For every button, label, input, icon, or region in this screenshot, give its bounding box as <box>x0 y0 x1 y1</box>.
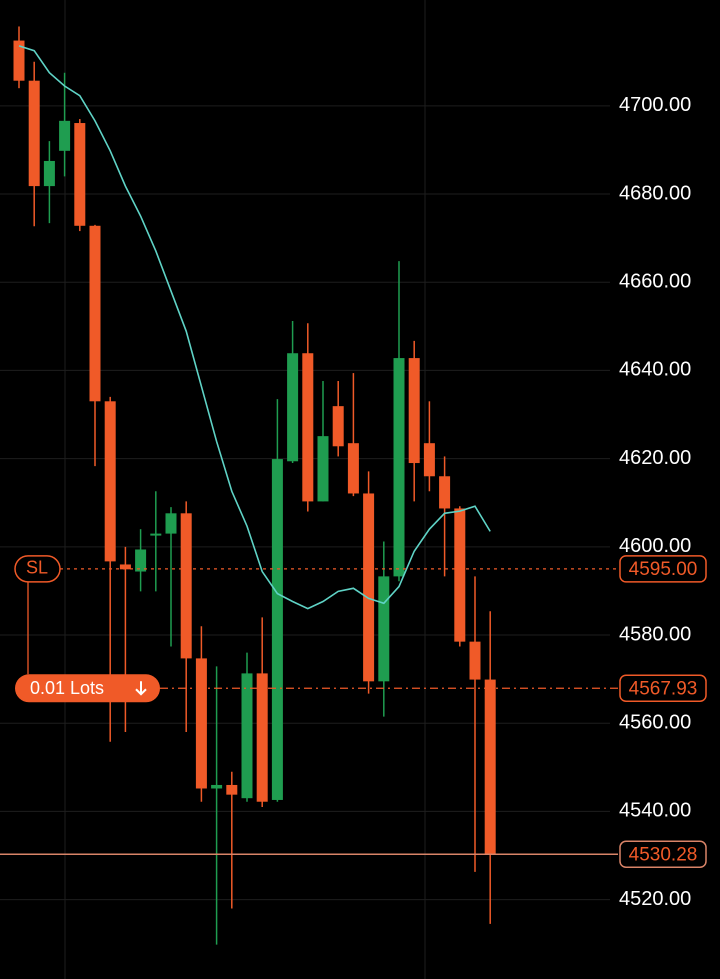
candle-body <box>332 406 344 447</box>
y-tick-label: 4640.00 <box>619 359 691 381</box>
candle-body <box>150 533 162 536</box>
candle-body <box>119 564 131 570</box>
candle-body <box>393 358 405 577</box>
current-price-box <box>619 840 707 869</box>
current-price: 4530.28 <box>629 844 698 865</box>
stop-loss-price-box <box>619 555 707 583</box>
candle-body <box>104 401 116 562</box>
candle-body <box>347 443 359 494</box>
candle-body <box>484 679 496 855</box>
order-price: 4567.93 <box>629 678 698 699</box>
candle-body <box>317 436 329 502</box>
moving-average <box>18 45 491 610</box>
candle-body <box>256 673 268 802</box>
candle-body <box>211 784 223 789</box>
y-tick-label: 4580.00 <box>619 623 691 645</box>
candle-body <box>241 673 253 799</box>
candle-body <box>89 225 101 402</box>
candle-body <box>28 80 40 187</box>
y-tick-label: 4660.00 <box>619 271 691 293</box>
y-tick-label: 4680.00 <box>619 182 691 204</box>
stop-loss-tag-box <box>14 555 61 583</box>
candle-body <box>13 40 25 81</box>
candle-body <box>165 513 177 534</box>
y-tick-label: 4520.00 <box>619 888 691 910</box>
candle-body <box>195 658 207 789</box>
order-button[interactable] <box>15 674 160 703</box>
candle-body <box>363 493 375 682</box>
candle-body <box>43 160 55 187</box>
candle-body <box>287 353 299 462</box>
candle-body <box>408 358 420 464</box>
candle-body <box>439 476 451 509</box>
candle-body <box>74 123 86 226</box>
order-tag: 0.01 Lots <box>30 678 104 698</box>
stop-loss-price: 4595.00 <box>629 559 698 580</box>
candle-body <box>469 641 481 680</box>
y-tick-label: 4560.00 <box>619 712 691 734</box>
down-arrow-icon <box>135 681 147 696</box>
candle-body <box>378 576 390 682</box>
candle-body <box>226 784 238 795</box>
candle-body <box>180 513 192 659</box>
y-tick-label: 4600.00 <box>619 535 691 557</box>
candle-body <box>454 508 466 642</box>
y-tick-label: 4540.00 <box>619 800 691 822</box>
y-tick-label: 4620.00 <box>619 447 691 469</box>
candle-body <box>271 459 283 800</box>
candle-body <box>302 353 314 502</box>
candle-body <box>59 120 71 151</box>
candle-body <box>423 443 435 477</box>
candle-body <box>135 549 147 572</box>
y-tick-label: 4700.00 <box>619 94 691 116</box>
order-price-box <box>619 674 707 703</box>
stop-loss-tag: SL <box>26 558 48 578</box>
